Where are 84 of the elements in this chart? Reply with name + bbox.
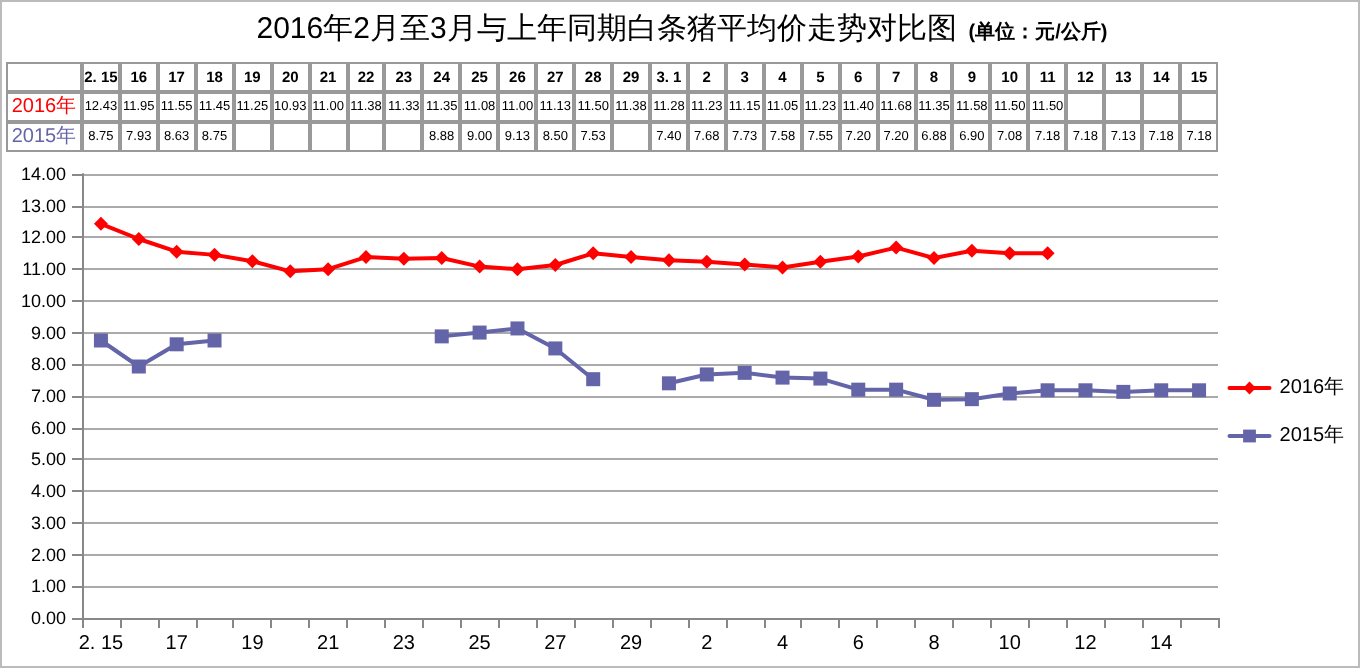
point [1002,246,1017,261]
y-tick-label: 12.00 [20,227,66,248]
category-label: 12 [1074,633,1097,655]
category-label: 21 [317,633,340,655]
chart-subtitle: (单位：元/公斤) [968,22,1108,44]
y-tick-label: 7.00 [30,386,66,406]
point [737,257,752,272]
category-label: 10 [998,633,1021,655]
point [131,232,146,247]
point [207,333,222,348]
point [851,382,866,397]
point [775,260,790,275]
y-tick-label: 6.00 [30,417,66,438]
point [1040,383,1055,398]
legend-label: 2015年 [1279,423,1345,447]
point [813,254,828,269]
point [207,247,222,262]
y-tick-label: 11.00 [22,259,66,280]
point [396,251,411,266]
category-label: 8 [928,633,940,655]
point [548,341,563,356]
point [927,392,941,407]
chart-title: 2016年2月至3月与上年同期白条猪平均价走势对比图 [256,12,957,46]
y-tick-label: 9.00 [30,322,66,343]
y-tick-label: 4.00 [30,481,66,502]
point [624,250,639,265]
point [1078,383,1093,398]
category-label: 29 [619,633,643,655]
legend-label: 2016年 [1279,375,1345,399]
text: 2015年 [11,126,77,148]
point [245,254,260,269]
point [131,359,146,374]
point [321,262,336,277]
point [93,333,108,348]
point [851,249,866,264]
category-label: 14 [1150,633,1173,655]
point [548,258,563,273]
point [586,246,601,261]
text: 2016年 [11,96,77,118]
point [510,262,525,277]
point [661,253,676,268]
category-label: 6 [852,633,864,655]
y-tick-label: 1.00 [30,576,66,597]
category-label: 17 [165,633,188,655]
point [586,372,601,387]
point [93,216,108,231]
point [699,367,714,382]
point [889,382,904,397]
y-tick-label: 0.00 [30,608,66,628]
y-tick-label: 3.00 [30,512,66,533]
point [1040,246,1055,261]
point [927,251,941,266]
y-tick-label: 8.00 [30,354,66,375]
point [472,259,487,274]
point [510,321,525,336]
point [813,371,828,386]
point [169,244,184,259]
point [1116,384,1131,399]
point [737,365,752,380]
point [699,254,714,269]
point [1154,383,1169,398]
point [661,376,676,391]
point [889,240,904,255]
y-tick-label: 5.00 [30,449,66,470]
y-tick-label: 14.00 [20,164,66,184]
point [283,264,298,279]
category-label: 27 [544,633,567,655]
point [964,392,979,407]
point [964,243,979,258]
point [434,251,449,266]
y-tick-label: 10.00 [20,290,66,311]
point [169,337,184,352]
category-label: 23 [392,633,415,655]
category-label: 25 [468,633,491,655]
y-tick-label: 2.00 [30,544,66,565]
category-label: 2. 15 [78,633,124,655]
point [1192,383,1207,398]
point [1002,386,1017,401]
point [359,250,373,265]
point [434,329,449,344]
point [472,325,487,340]
category-label: 19 [241,633,264,655]
point [775,370,790,385]
y-tick-label: 13.00 [20,195,66,216]
